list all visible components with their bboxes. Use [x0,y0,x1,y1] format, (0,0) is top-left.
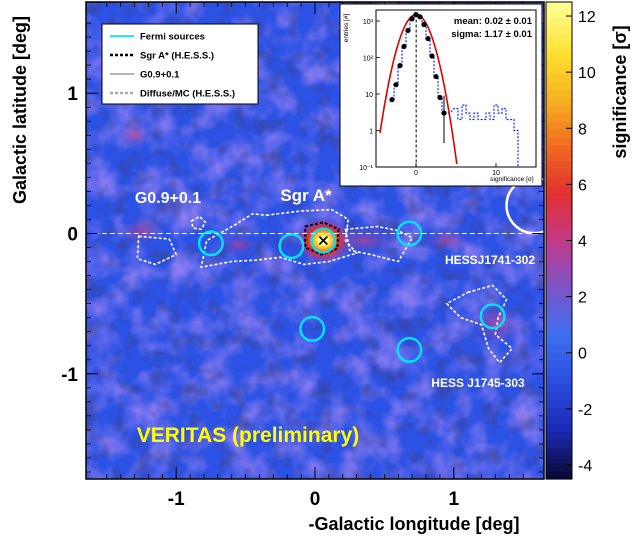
inset-data-point [429,53,435,59]
y-tick-label: 1 [67,84,78,105]
colorbar: -4 -2 0 2 4 6 8 10 12 significance [σ] [545,1,630,480]
x-tick-label: 0 [310,489,321,510]
warm-region [216,230,261,259]
sgr-a-marker [318,235,328,246]
colorbar-gradient [546,2,572,480]
label-sgr-a: Sgr A* [280,186,332,205]
contour-line [200,208,359,269]
warm-region [419,226,475,255]
y-axis-label: Galactic latitude [deg] [10,16,30,204]
x-axis-label: -Galactic longitude [deg] [308,514,519,534]
y-tick-label: 0 [67,224,78,245]
fermi-source-circle [278,233,305,260]
inset-stat-mean: mean: 0.02 ± 0.01 [454,16,533,27]
warm-region [464,299,526,350]
inset-data-point [417,14,423,20]
inset-background [339,3,543,187]
y-axis-ticks: -1 0 1 [61,22,544,473]
inset-data-point [421,21,427,28]
inset-y-tick-label: 10⁻¹ [359,165,373,172]
colorbar-ticks: -4 -2 0 2 4 6 8 10 12 [566,9,596,475]
colorbar-tick-label: 0 [578,346,587,363]
contour-line [344,225,414,263]
legend-label: Diffuse/MC (H.E.S.S.) [140,89,235,100]
inset-y-tick-label: 10² [363,55,374,62]
x-tick-label: 1 [448,489,459,510]
colorbar-tick-label: 8 [578,121,587,138]
colorbar-tick-label: -2 [578,402,592,419]
inset-x-tick-label: 10 [492,170,500,177]
legend-label: Sgr A* (H.E.S.S.) [140,51,214,62]
inset-histogram: 0 10 10⁻¹ 1 10 10² 10³ mean: 0.02 ± 0.01 sigma… [339,3,543,187]
inset-data-point [405,27,411,34]
legend-label: Fermi sources [140,32,205,43]
fermi-source-circle [396,220,423,247]
legend: Fermi sources Sgr A* (H.E.S.S.) G0.9+0.1 Di… [101,23,259,105]
fermi-source-circle [299,315,326,342]
contour-line [136,235,178,266]
inset-data-point [401,43,407,50]
contour-line [445,284,514,364]
fermi-source-circle [396,336,423,363]
fermi-source-circle [310,227,337,254]
inset-data-point [433,73,439,80]
inset-data-point [413,11,419,18]
fermi-source-circle [479,303,506,330]
inset-xlabel: significance [σ] [490,176,534,183]
colorbar-label: significance [σ] [610,25,630,158]
warm-region [115,121,155,150]
warm-region [116,214,167,248]
inset-y-tick-label: 10 [365,92,373,99]
colorbar-tick-label: -4 [578,458,592,475]
legend-label: G0.9+0.1 [140,70,180,81]
x-tick-label: -1 [168,489,185,510]
colorbar-tick-label: 10 [578,65,596,82]
inset-y-tick-label: 10³ [363,19,374,26]
inset-blue-histogram [390,14,519,167]
inset-data-point [409,16,415,22]
label-hess-j1745: HESS J1745-303 [431,376,525,390]
inset-data-point [389,97,395,103]
colorbar-tick-label: 4 [578,234,587,251]
colorbar-tick-label: 6 [578,177,587,194]
watermark-veritas: VERITAS (preliminary) [137,424,360,447]
inset-data-point [397,62,403,69]
inset-x-tick-label: 0 [414,170,418,177]
inset-stat-sigma: sigma: 1.17 ± 0.01 [451,29,532,40]
inset-plot-frame [375,9,537,168]
inset-data-point [425,35,431,42]
label-g09: G0.9+0.1 [135,190,201,207]
contour-line [190,215,207,231]
inset-data-point [393,82,399,88]
inset-ylabel: entries [#] [343,14,350,43]
inset-data-point [437,94,443,101]
legend-box [101,23,259,105]
y-tick-label: -1 [61,365,78,386]
hess-contours [136,208,514,364]
label-hess-j1741: HESSJ1741-302 [445,253,535,267]
colorbar-tick-label: 2 [578,290,587,307]
colorbar-tick-label: 12 [578,9,596,26]
inset-data-points [389,11,447,144]
inset-y-tick-label: 1 [369,128,373,135]
fermi-source-circle [197,230,224,257]
